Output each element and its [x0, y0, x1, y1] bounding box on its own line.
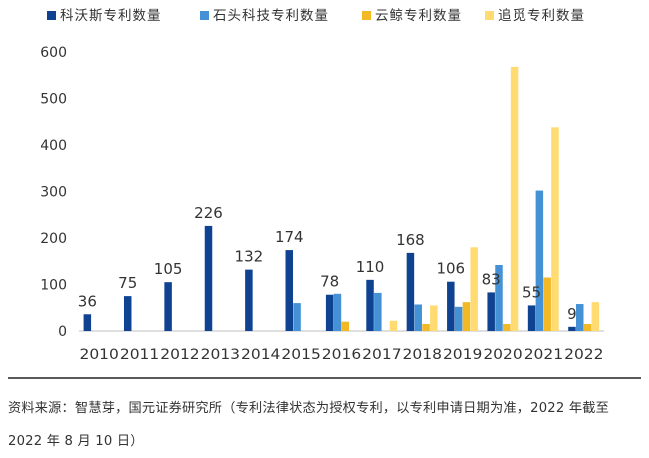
x-tick-label: 2020: [483, 347, 522, 363]
data-label: 110: [356, 258, 385, 276]
x-tick-label: 2016: [322, 347, 361, 363]
bar: [422, 324, 430, 331]
y-tick-label: 300: [40, 185, 67, 201]
bar: [341, 321, 349, 331]
data-label: 75: [118, 274, 137, 292]
x-tick-label: 2012: [160, 347, 199, 363]
x-tick-label: 2022: [564, 347, 603, 363]
x-tick-label: 2011: [120, 347, 159, 363]
y-tick-label: 100: [40, 278, 67, 294]
bar: [470, 247, 478, 331]
legend-label: 云鲸专利数量: [375, 8, 462, 24]
bar: [535, 190, 544, 331]
bar: [123, 296, 132, 331]
bar: [447, 281, 455, 331]
x-tick-label: 2019: [443, 347, 482, 363]
bar: [591, 302, 600, 331]
bar: [495, 264, 503, 331]
separator-line: [8, 377, 641, 379]
data-label: 174: [275, 228, 304, 246]
bar: [374, 292, 382, 331]
bar: [389, 320, 398, 331]
bar: [293, 303, 301, 331]
data-label: 55: [522, 283, 541, 301]
data-label: 78: [320, 273, 339, 291]
bar: [503, 324, 511, 331]
bar: [568, 326, 576, 331]
x-tick-label: 2015: [281, 347, 320, 363]
x-axis: 2010 2011 2012 2013 2014 2015 2016 2017 2018 2019…: [79, 330, 604, 363]
data-label: 105: [154, 260, 183, 278]
data-label: 132: [235, 248, 264, 266]
data-label: 168: [396, 231, 425, 249]
y-axis: 0 100 200 300 400 500 600: [40, 45, 67, 340]
bar: [487, 292, 495, 331]
bar: [83, 314, 92, 331]
bar: [543, 277, 551, 331]
bar: [204, 225, 213, 331]
bar: [164, 282, 172, 331]
y-tick-label: 200: [40, 231, 67, 247]
bar: [414, 304, 422, 331]
legend-label: 科沃斯专利数量: [60, 8, 162, 24]
data-label: 106: [436, 260, 465, 278]
x-tick-label: 2014: [241, 347, 280, 363]
bar: [285, 250, 294, 331]
bar: [325, 294, 334, 331]
legend-swatch: [362, 11, 371, 20]
bar: [527, 305, 536, 331]
bar: [462, 302, 471, 331]
legend-label: 追觅专利数量: [498, 8, 585, 24]
bars: [83, 66, 600, 331]
bar: [333, 293, 342, 331]
legend: 科沃斯专利数量 石头科技专利数量 云鲸专利数量 追觅专利数量: [47, 8, 585, 24]
data-label: 36: [78, 292, 97, 310]
bar: [583, 324, 592, 331]
bar: [245, 269, 253, 331]
y-tick-label: 600: [40, 45, 67, 61]
data-label: 83: [482, 270, 501, 288]
bar: [551, 127, 559, 331]
bar: [576, 304, 584, 331]
x-tick-label: 2017: [362, 347, 401, 363]
y-tick-label: 500: [40, 92, 67, 108]
source-note: 资料来源：智慧芽，国元证券研究所（专利法律状态为授权专利，以专利申请日期为准，2…: [8, 401, 610, 449]
legend-swatch: [200, 11, 209, 20]
data-labels: 36 75 105 226 132 174 78 110 168 106 83 55 9: [78, 204, 577, 323]
legend-label: 石头科技专利数量: [213, 8, 329, 24]
chart: 科沃斯专利数量 石头科技专利数量 云鲸专利数量 追觅专利数量 0 100 200 300 40…: [40, 8, 604, 363]
x-tick-label: 2010: [80, 347, 119, 363]
y-tick-label: 400: [40, 138, 67, 154]
x-tick-label: 2013: [201, 347, 240, 363]
legend-swatch: [485, 11, 494, 20]
data-label: 226: [194, 204, 223, 222]
x-tick-label: 2021: [524, 347, 563, 363]
bar: [366, 279, 374, 331]
bar: [454, 306, 463, 331]
legend-swatch: [47, 11, 56, 20]
data-label: 9: [567, 305, 577, 323]
y-tick-label: 0: [58, 324, 67, 340]
bar: [406, 252, 415, 331]
x-tick-label: 2018: [403, 347, 442, 363]
bar: [430, 305, 438, 331]
bar: [510, 66, 519, 331]
